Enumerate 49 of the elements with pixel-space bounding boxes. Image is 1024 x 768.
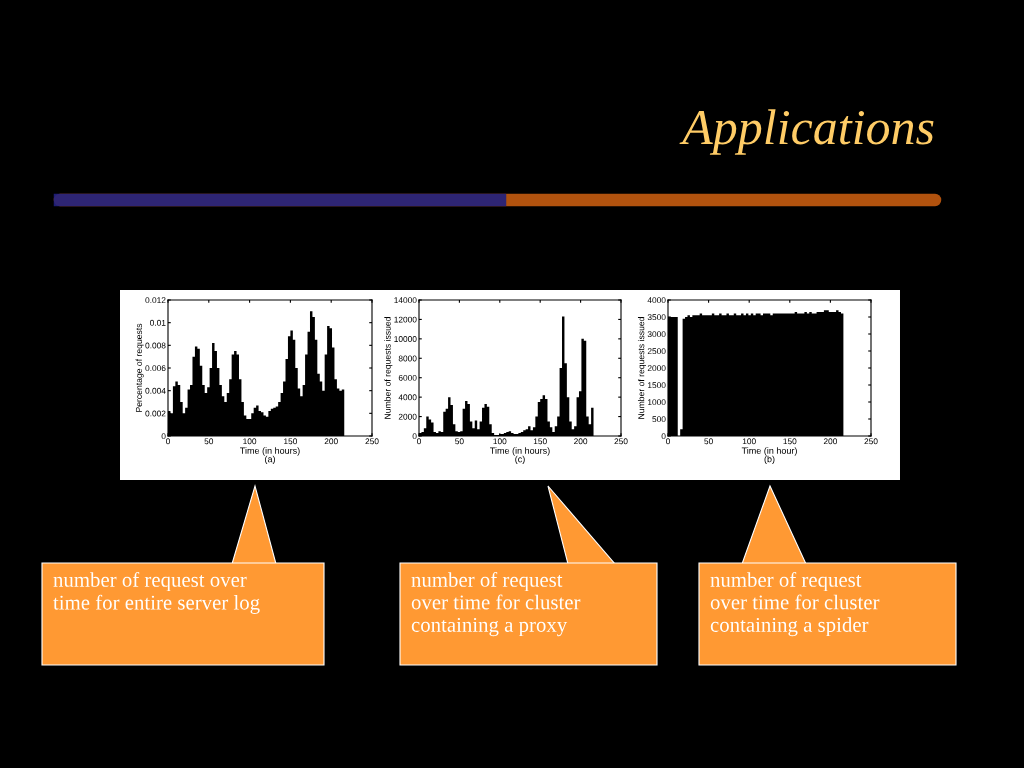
y-tick-label: 2000 — [398, 413, 417, 420]
x-axis-title: Time (in hours) (c) — [490, 447, 550, 465]
y-tick-label: 0 — [661, 433, 666, 440]
y-tick-label: 1500 — [648, 382, 666, 389]
y-axis-title: Number of requests issued — [637, 317, 646, 419]
y-tick-label: 4000 — [647, 297, 666, 304]
x-tick-label: 50 — [704, 438, 713, 445]
y-tick-label: 10000 — [394, 336, 417, 342]
x-tick-label: 250 — [614, 438, 628, 445]
x-axis-title: Time (in hour) (b) — [741, 447, 797, 465]
x-tick-label: 200 — [574, 438, 588, 445]
x-tick-label: 100 — [493, 438, 507, 445]
x-tick-label: 250 — [365, 438, 379, 445]
y-axis-title: Percentage of requests — [135, 323, 144, 412]
x-tick-label: 250 — [864, 438, 878, 445]
y-tick-label: 0 — [412, 433, 417, 440]
y-tick-label: 12000 — [394, 316, 417, 323]
x-tick-label: 50 — [455, 438, 464, 445]
y-tick-label: 0.006 — [145, 365, 166, 372]
y-tick-label: 0.012 — [145, 297, 166, 304]
x-tick-label: 150 — [783, 438, 797, 445]
y-tick-label: 3500 — [647, 314, 666, 321]
x-tick-label: 150 — [533, 438, 547, 445]
y-tick-label: 14000 — [394, 297, 417, 304]
text: number of request over time for cluster containing a proxy — [411, 572, 581, 637]
y-tick-label: 0.004 — [145, 387, 166, 394]
text: Applications — [679, 109, 934, 155]
x-tick-label: 100 — [742, 438, 756, 445]
x-tick-label: 200 — [324, 438, 338, 445]
x-tick-label: 100 — [243, 438, 257, 445]
y-tick-label: 500 — [652, 416, 666, 423]
y-tick-label: 1000 — [648, 399, 666, 406]
text: number of request over time for entire server log — [53, 572, 260, 614]
text: number of request over time for cluster containing a spider — [710, 572, 880, 637]
y-tick-label: 0 — [161, 433, 166, 440]
y-tick-label: 0.002 — [145, 410, 166, 417]
y-tick-label: 2000 — [647, 365, 666, 372]
y-axis-title: Number of requests issued — [384, 317, 393, 419]
x-tick-label: 200 — [823, 438, 838, 445]
x-axis-title: Time (in hours) (a) — [240, 447, 300, 465]
y-tick-label: 2500 — [647, 348, 666, 355]
x-tick-label: 50 — [204, 438, 214, 445]
y-tick-label: 6000 — [398, 374, 417, 381]
y-tick-label: 0.01 — [150, 319, 166, 326]
y-tick-label: 3000 — [647, 331, 666, 338]
y-tick-label: 8000 — [398, 355, 417, 362]
x-tick-label: 150 — [284, 438, 298, 445]
y-tick-label: 0.008 — [145, 342, 166, 349]
y-tick-label: 4000 — [398, 394, 417, 401]
